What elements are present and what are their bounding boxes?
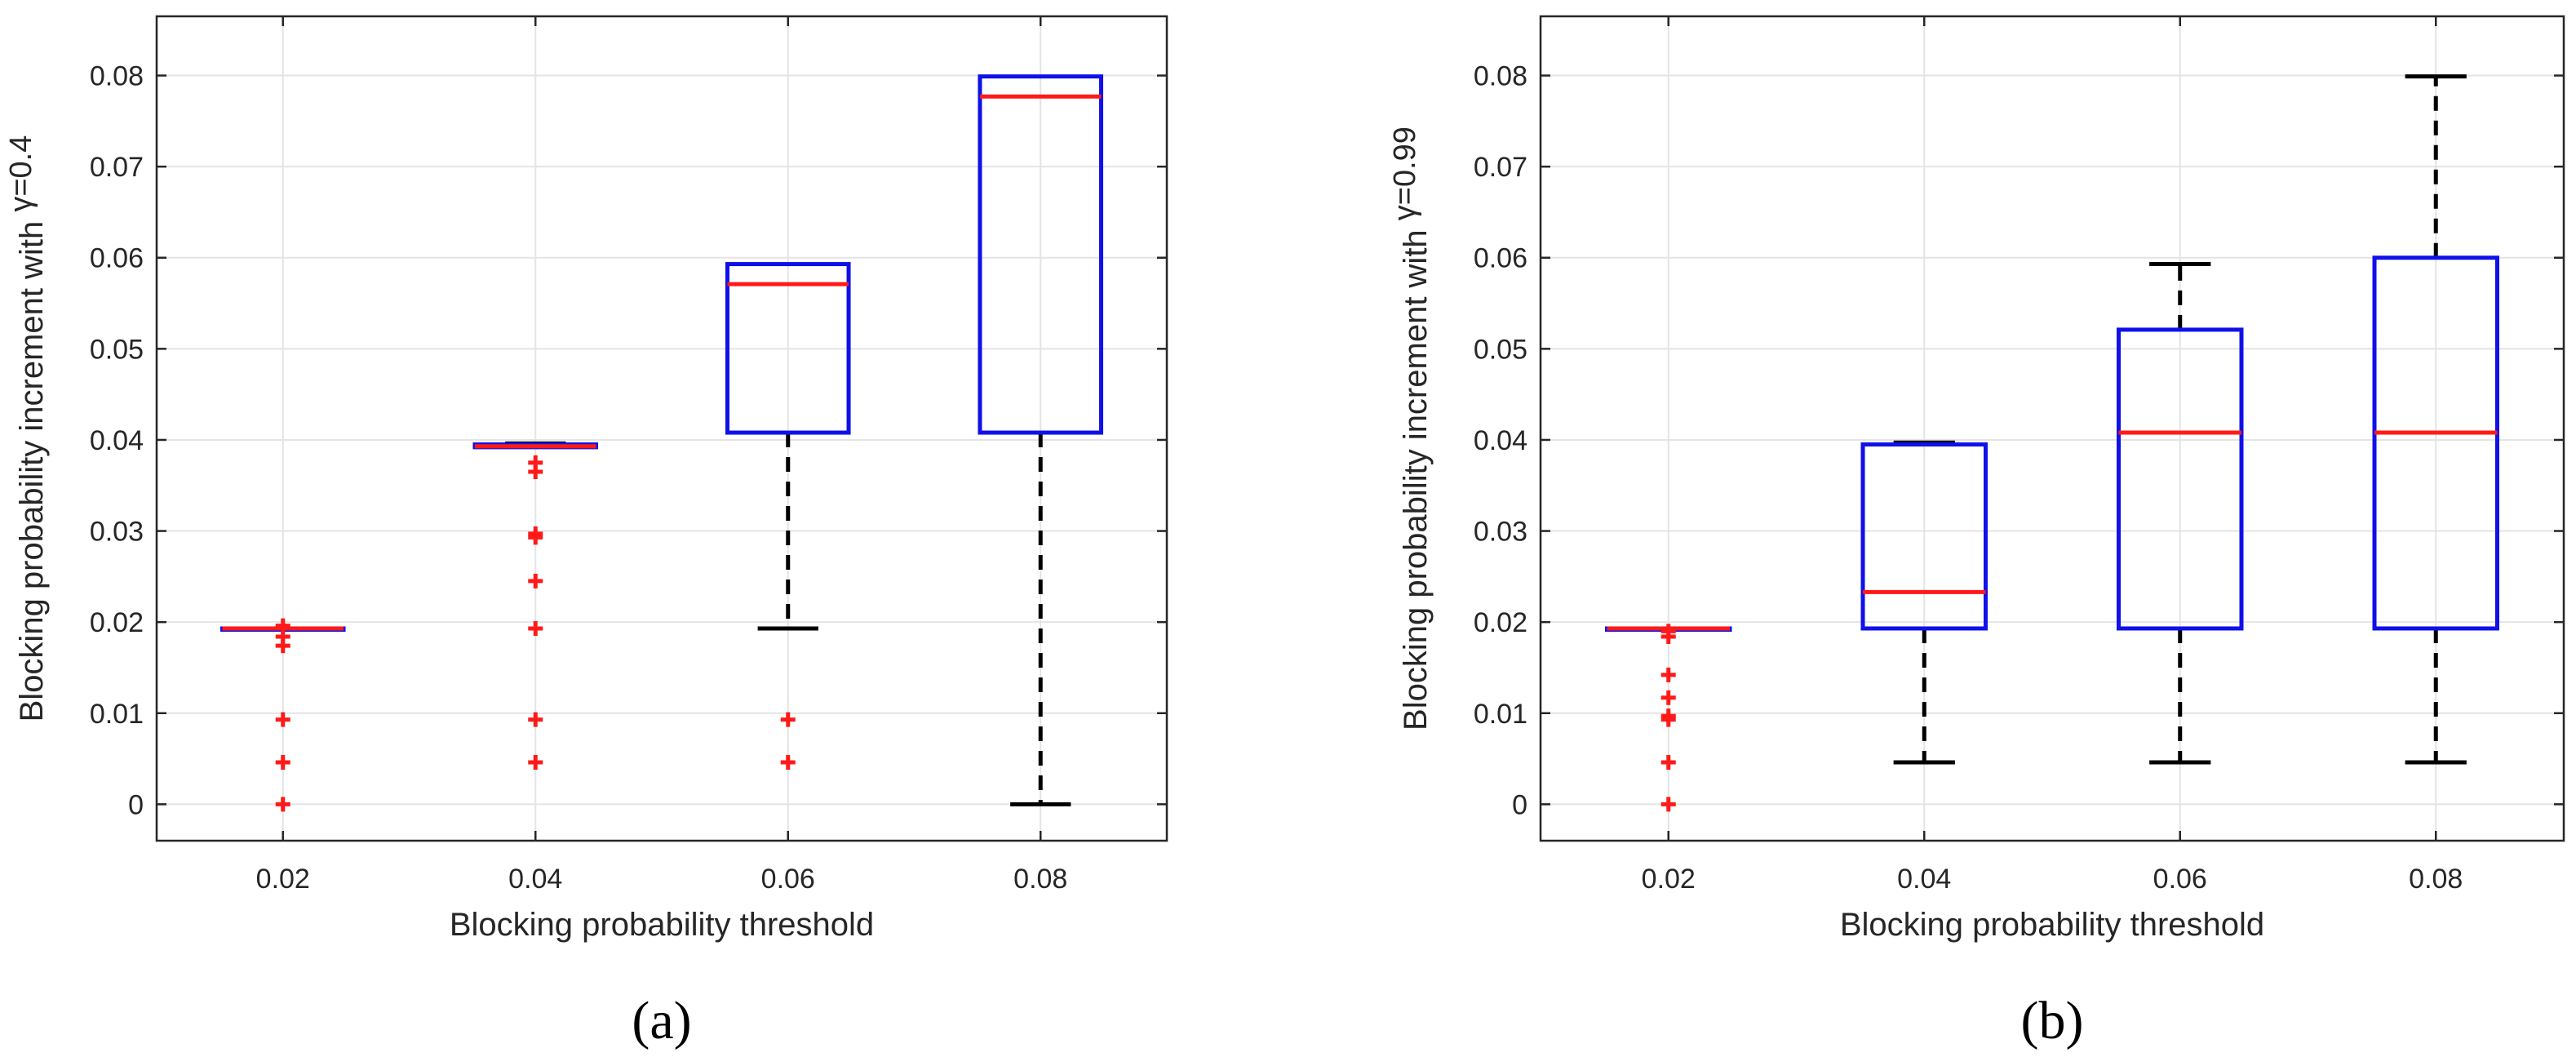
outlier-point xyxy=(1660,755,1676,771)
y-tick-label: 0.06 xyxy=(90,243,144,274)
y-tick-label: 0.04 xyxy=(90,425,144,456)
y-axis: 0 0.01 0.02 0.03 0.04 0.05 0.06 0.07 0.08 xyxy=(90,61,1167,820)
x-tick-label: 0.08 xyxy=(2409,864,2463,895)
x-axis-label: Blocking probability threshold xyxy=(1840,907,2264,943)
x-tick-label: 0.02 xyxy=(256,864,310,895)
box-0.02 xyxy=(1605,624,1732,812)
y-tick-label: 0.04 xyxy=(1474,425,1527,456)
outlier-point xyxy=(275,712,290,727)
box-0.02 xyxy=(219,618,346,812)
box-iqr xyxy=(725,262,851,435)
y-tick-label: 0.07 xyxy=(90,152,144,183)
outlier-point xyxy=(275,755,290,771)
outlier-point xyxy=(1660,708,1676,724)
panel-label: (a) xyxy=(632,991,691,1050)
y-axis-label-param: γ=0.4 xyxy=(4,135,38,212)
box-0.08 xyxy=(2372,74,2499,765)
y-axis: 0 0.01 0.02 0.03 0.04 0.05 0.06 0.07 0.08 xyxy=(1474,61,2564,820)
x-tick-label: 0.06 xyxy=(2153,864,2207,895)
y-tick-label: 0 xyxy=(1512,789,1527,820)
y-tick-label: 0.03 xyxy=(90,517,144,548)
outlier-point xyxy=(528,455,543,470)
panel-label: (b) xyxy=(2021,991,2084,1050)
axes-frame xyxy=(1539,15,2565,842)
box-0.04 xyxy=(472,441,599,771)
y-tick-label: 0.06 xyxy=(1474,243,1527,274)
outlier-point xyxy=(780,712,796,727)
y-tick-label: 0.01 xyxy=(90,699,144,730)
y-tick-label: 0.07 xyxy=(1474,152,1527,183)
outlier-point xyxy=(528,573,543,588)
x-axis-label: Blocking probability threshold xyxy=(450,907,874,943)
outlier-point xyxy=(275,797,290,812)
plot-area xyxy=(1541,16,2564,841)
box-0.06 xyxy=(725,262,851,771)
y-tick-label: 0.05 xyxy=(90,334,144,365)
outlier-point xyxy=(780,755,796,771)
outlier-point xyxy=(275,618,290,633)
y-axis-label: Blocking probability increment with γ=0.… xyxy=(4,135,50,722)
box-iqr xyxy=(978,74,1104,435)
x-axis: 0.02 0.04 0.06 0.08 xyxy=(256,16,1067,895)
outlier-point xyxy=(1660,624,1676,639)
outlier-point xyxy=(528,526,543,541)
outlier-point xyxy=(1660,690,1676,705)
y-axis-label-param: γ=0.99 xyxy=(1388,127,1422,220)
figure-a: 0 0.01 0.02 0.03 0.04 0.05 0.06 0.07 0.08 0.02 0.0… xyxy=(4,15,1168,1050)
outlier-point xyxy=(528,712,543,727)
plot-area xyxy=(157,16,1167,841)
x-tick-label: 0.08 xyxy=(1013,864,1067,895)
y-tick-label: 0.03 xyxy=(1474,517,1527,548)
x-tick-label: 0.02 xyxy=(1642,864,1696,895)
y-tick-label: 0.02 xyxy=(1474,607,1527,638)
outlier-point xyxy=(528,620,543,636)
box-iqr xyxy=(2117,327,2244,631)
y-axis-label-text: Blocking probability increment with xyxy=(14,212,50,722)
boxplot-chart-b: 00.010.020.030.040.050.060.070.080.02 0.0… xyxy=(1388,15,2565,1050)
axes-frame xyxy=(155,15,1168,842)
boxplot-chart-a: 00.010.020.030.040.050.060.070.080.02 0.0… xyxy=(4,15,1168,1050)
y-tick-label: 0 xyxy=(128,789,144,820)
y-axis-label-text: Blocking probability increment with xyxy=(1398,220,1434,731)
y-tick-label: 0.05 xyxy=(1474,334,1527,365)
x-tick-label: 0.04 xyxy=(508,864,562,895)
x-axis: 0.02 0.04 0.06 0.08 xyxy=(1642,16,2463,895)
box-iqr xyxy=(2372,255,2499,631)
y-tick-label: 0.08 xyxy=(90,61,144,92)
outlier-point xyxy=(1660,797,1676,812)
x-tick-label: 0.04 xyxy=(1897,864,1951,895)
box-0.04 xyxy=(1860,440,1988,765)
grid xyxy=(1541,16,2564,841)
outlier-point xyxy=(1660,667,1676,682)
figure-b: 0 0.01 0.02 0.03 0.04 0.05 0.06 0.07 0.08 0.02 0.0… xyxy=(1288,0,2576,1057)
y-tick-label: 0.01 xyxy=(1474,699,1527,730)
box-0.08 xyxy=(978,74,1104,806)
box-iqr xyxy=(1860,442,1988,631)
y-tick-label: 0.02 xyxy=(90,607,144,638)
y-axis-label: Blocking probability increment with γ=0.… xyxy=(1388,127,1434,731)
x-tick-label: 0.06 xyxy=(761,864,815,895)
y-tick-label: 0.08 xyxy=(1474,61,1527,92)
outlier-point xyxy=(528,755,543,771)
box-0.06 xyxy=(2117,262,2244,765)
